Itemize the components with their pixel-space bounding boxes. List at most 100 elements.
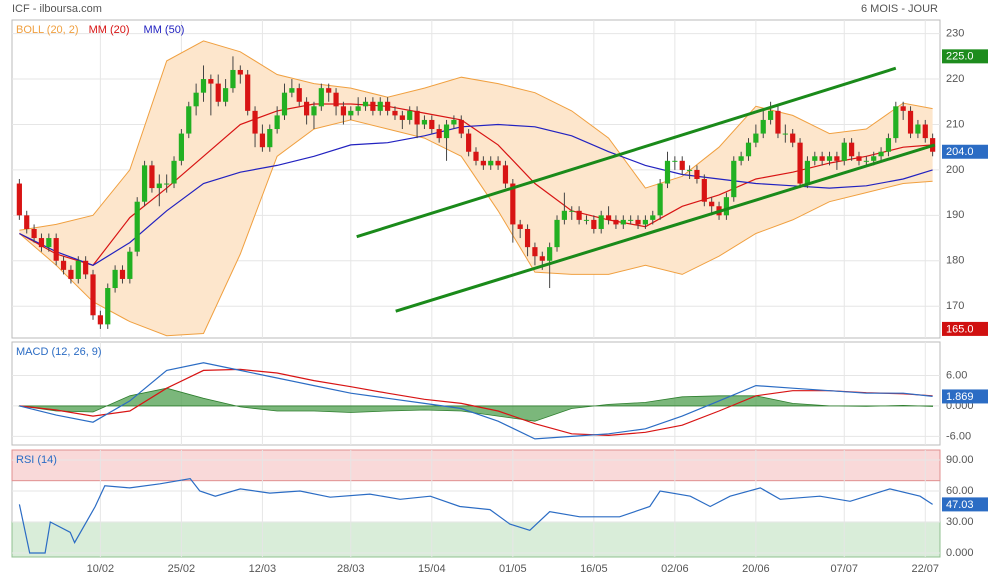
candle-body xyxy=(642,219,648,225)
value-tag xyxy=(942,497,988,512)
candle-body xyxy=(760,119,766,134)
candle-body xyxy=(841,142,847,161)
candle-body xyxy=(583,219,590,221)
candle-body xyxy=(193,92,199,107)
candle-body xyxy=(318,88,324,107)
y-tick-label: 200 xyxy=(946,164,964,176)
candle-body xyxy=(738,156,744,161)
moving-average xyxy=(19,123,933,266)
oversold-zone xyxy=(11,521,941,558)
x-tick-label: 16/05 xyxy=(580,563,608,575)
candle-body xyxy=(414,110,420,125)
candle-body xyxy=(141,165,148,202)
candle-body xyxy=(598,215,604,229)
candle-body xyxy=(429,119,435,130)
candle-body xyxy=(709,201,715,207)
y-tick-label: 220 xyxy=(946,73,964,85)
candle-body xyxy=(768,110,774,120)
candle-body xyxy=(532,247,538,257)
candle-body xyxy=(156,183,162,189)
y-tick-label: 180 xyxy=(946,255,964,267)
candle-body xyxy=(723,197,730,216)
candle-body xyxy=(605,215,612,220)
candle-body xyxy=(790,133,796,143)
candle-body xyxy=(849,142,855,157)
x-tick-label: 20/06 xyxy=(742,563,770,575)
candle-body xyxy=(473,151,479,161)
candle-body xyxy=(745,142,752,157)
candle-body xyxy=(97,315,103,325)
x-tick-label: 12/03 xyxy=(249,563,277,575)
candle-body xyxy=(392,110,398,116)
candle-body xyxy=(819,156,825,161)
candle-body xyxy=(377,101,383,111)
candle-body xyxy=(620,219,626,225)
chart-subtitle: 6 MOIS - JOUR xyxy=(861,3,938,15)
candle-body xyxy=(502,165,509,184)
candle-body xyxy=(311,106,317,116)
candle-body xyxy=(922,124,928,139)
candle-body xyxy=(296,88,302,102)
candle-body xyxy=(915,124,921,134)
candle-body xyxy=(797,142,803,184)
y-tick-label: -6.00 xyxy=(946,430,971,442)
candle-body xyxy=(178,133,184,161)
candle-body xyxy=(355,106,361,111)
candle-body xyxy=(436,129,442,139)
macd-line xyxy=(19,368,933,437)
candle-body xyxy=(775,110,781,134)
candle-body xyxy=(245,74,251,111)
candle-body xyxy=(46,238,52,248)
candle-body xyxy=(127,251,133,279)
candle-body xyxy=(466,133,472,152)
candle-body xyxy=(112,269,118,289)
panel-title: RSI (14) xyxy=(16,454,57,466)
x-tick-label: 25/02 xyxy=(168,563,196,575)
x-tick-label: 07/07 xyxy=(830,563,858,575)
candle-body xyxy=(237,69,243,75)
y-tick-label: 6.00 xyxy=(946,369,967,381)
candle-body xyxy=(31,228,37,239)
candle-body xyxy=(60,260,67,270)
candle-body xyxy=(119,269,126,279)
candle-body xyxy=(782,133,788,135)
candle-body xyxy=(495,160,501,166)
candle-body xyxy=(186,106,192,134)
candle-body xyxy=(443,124,450,139)
candle-body xyxy=(200,79,207,93)
candle-body xyxy=(208,79,214,84)
value-tag xyxy=(942,144,988,159)
candle-body xyxy=(510,183,516,225)
candle-body xyxy=(274,115,280,130)
candle-body xyxy=(686,169,693,171)
y-tick-label: 170 xyxy=(946,300,964,312)
candle-body xyxy=(289,88,295,93)
candle-body xyxy=(149,165,155,189)
y-tick-label: 230 xyxy=(946,28,964,40)
candle-body xyxy=(863,160,869,162)
candle-body xyxy=(657,183,663,216)
candle-body xyxy=(731,160,737,198)
candle-body xyxy=(333,92,339,107)
candle-body xyxy=(16,183,22,216)
candle-body xyxy=(812,156,818,161)
candle-body xyxy=(635,219,641,225)
candle-body xyxy=(451,119,457,125)
macd-line xyxy=(19,362,933,440)
candle-body xyxy=(421,119,428,125)
candle-body xyxy=(539,256,545,261)
y-tick-label: 90.00 xyxy=(946,454,974,466)
value-tag xyxy=(942,389,988,404)
legend-entry: MM (50) xyxy=(144,24,185,36)
candle-body xyxy=(488,160,494,166)
x-tick-label: 28/03 xyxy=(337,563,365,575)
candle-body xyxy=(664,160,671,184)
trendline xyxy=(395,143,936,313)
candle-body xyxy=(215,83,221,102)
panel-title: MACD (12, 26, 9) xyxy=(16,346,102,358)
candle-body xyxy=(613,219,619,225)
candle-body xyxy=(458,119,464,134)
candle-body xyxy=(230,69,236,89)
